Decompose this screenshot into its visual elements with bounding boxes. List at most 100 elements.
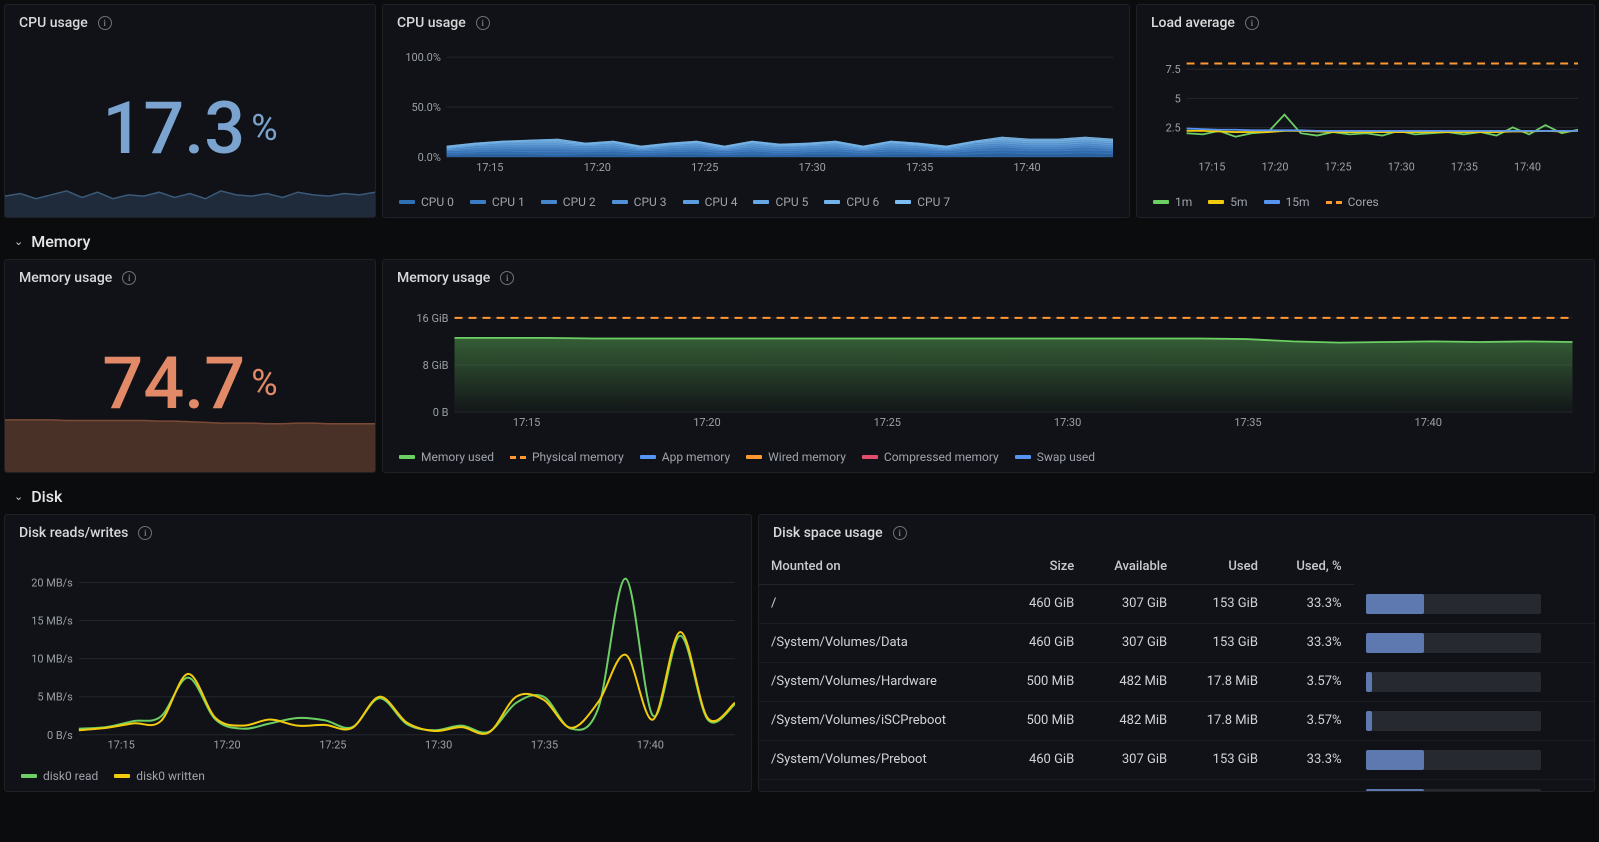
legend-item[interactable]: CPU 5	[753, 195, 808, 209]
table-cell: 460 GiB	[1000, 740, 1087, 779]
info-icon[interactable]	[122, 271, 136, 285]
table-cell: 460 GiB	[1000, 623, 1087, 662]
table-cell: 153 GiB	[1179, 585, 1270, 624]
legend-label: 15m	[1286, 195, 1310, 209]
table-row[interactable]: /System/Volumes/Hardware500 MiB482 MiB17…	[759, 662, 1594, 701]
usage-bar-cell	[1354, 740, 1594, 779]
legend-swatch	[541, 200, 557, 204]
legend-item[interactable]: CPU 6	[824, 195, 879, 209]
legend-item[interactable]: disk0 read	[21, 769, 98, 783]
legend-item[interactable]: CPU 2	[541, 195, 596, 209]
legend-label: Swap used	[1037, 450, 1095, 464]
table-cell: 153 GiB	[1179, 779, 1270, 792]
cpu-chart-panel: CPU usage 0.0%50.0%100.0%17:1517:2017:25…	[382, 4, 1130, 218]
table-row[interactable]: /460 GiB307 GiB153 GiB33.3%	[759, 585, 1594, 624]
table-cell: 3.57%	[1270, 701, 1354, 740]
legend-label: Compressed memory	[884, 450, 999, 464]
legend-item[interactable]: CPU 0	[399, 195, 454, 209]
svg-text:50.0%: 50.0%	[411, 101, 440, 114]
table-cell: /System/Volumes/Preboot	[759, 740, 1000, 779]
legend-item[interactable]: Swap used	[1015, 450, 1095, 464]
svg-text:17:35: 17:35	[1451, 160, 1478, 173]
table-cell: 500 MiB	[1000, 701, 1087, 740]
svg-text:0 B/s: 0 B/s	[47, 729, 73, 742]
table-row[interactable]: /System/Volumes/iSCPreboot500 MiB482 MiB…	[759, 701, 1594, 740]
legend-swatch	[612, 200, 628, 204]
svg-text:17:40: 17:40	[637, 739, 664, 752]
legend-item[interactable]: App memory	[640, 450, 730, 464]
chevron-down-icon: ⌄	[14, 490, 23, 503]
legend-item[interactable]: CPU 7	[895, 195, 950, 209]
table-cell: 460 GiB	[1000, 585, 1087, 624]
info-icon[interactable]	[476, 16, 490, 30]
table-header[interactable]: Mounted on	[759, 549, 1000, 585]
info-icon[interactable]	[138, 526, 152, 540]
table-header[interactable]: Used	[1179, 549, 1270, 585]
legend-item[interactable]: 5m	[1208, 195, 1247, 209]
legend-item[interactable]: disk0 written	[114, 769, 205, 783]
table-cell: 307 GiB	[1086, 740, 1179, 779]
memory-chart-panel: Memory usage 0 B8 GiB16 GiB17:1517:2017:…	[382, 259, 1595, 473]
usage-bar-cell	[1354, 779, 1594, 792]
disk-io-panel: Disk reads/writes 0 B/s5 MB/s10 MB/s15 M…	[4, 514, 752, 792]
svg-text:15 MB/s: 15 MB/s	[31, 615, 73, 628]
legend-swatch	[114, 774, 130, 778]
usage-bar-cell	[1354, 701, 1594, 740]
table-header[interactable]: Used, %	[1270, 549, 1354, 585]
usage-bar	[1366, 594, 1541, 614]
chevron-down-icon: ⌄	[14, 235, 23, 248]
table-header[interactable]: Available	[1086, 549, 1179, 585]
legend-item[interactable]: 1m	[1153, 195, 1192, 209]
table-cell: 482 MiB	[1086, 701, 1179, 740]
table-cell: 307 GiB	[1086, 779, 1179, 792]
usage-bar-cell	[1354, 623, 1594, 662]
info-icon[interactable]	[1245, 16, 1259, 30]
table-header[interactable]: Size	[1000, 549, 1087, 585]
disk-space-panel: Disk space usage Mounted onSizeAvailable…	[758, 514, 1595, 792]
legend-item[interactable]: Compressed memory	[862, 450, 999, 464]
legend-label: CPU 7	[917, 195, 950, 209]
legend-item[interactable]: CPU 1	[470, 195, 525, 209]
legend-swatch	[21, 774, 37, 778]
section-toggle-memory[interactable]: ⌄ Memory	[4, 224, 1595, 259]
table-cell: /System/Volumes/Hardware	[759, 662, 1000, 701]
table-row[interactable]: /System/Volumes/Preboot460 GiB307 GiB153…	[759, 740, 1594, 779]
section-toggle-disk[interactable]: ⌄ Disk	[4, 479, 1595, 514]
info-icon[interactable]	[893, 526, 907, 540]
table-cell: /System/Volumes/Update	[759, 779, 1000, 792]
info-icon[interactable]	[98, 16, 112, 30]
info-icon[interactable]	[500, 271, 514, 285]
legend-label: CPU 5	[775, 195, 808, 209]
legend-item[interactable]: 15m	[1264, 195, 1310, 209]
table-cell: 17.8 MiB	[1179, 701, 1270, 740]
table-cell: 500 MiB	[1000, 662, 1087, 701]
legend-item[interactable]: Cores	[1326, 195, 1379, 209]
svg-text:0 B: 0 B	[433, 406, 449, 419]
svg-text:17:30: 17:30	[799, 161, 826, 174]
section-label: Disk	[31, 487, 62, 506]
legend-label: Physical memory	[532, 450, 624, 464]
legend-item[interactable]: Physical memory	[510, 450, 624, 464]
svg-text:10 MB/s: 10 MB/s	[31, 653, 73, 666]
legend-swatch	[862, 455, 878, 459]
svg-text:17:30: 17:30	[1388, 160, 1415, 173]
table-row[interactable]: /System/Volumes/Update460 GiB307 GiB153 …	[759, 779, 1594, 792]
legend-swatch	[640, 455, 656, 459]
cpu-legend: CPU 0 CPU 1 CPU 2 CPU 3 CPU 4 CPU 5 CPU 6 CPU 7	[383, 195, 1129, 217]
table-cell: 460 GiB	[1000, 779, 1087, 792]
legend-item[interactable]: CPU 3	[612, 195, 667, 209]
svg-text:17:30: 17:30	[1054, 416, 1081, 429]
legend-item[interactable]: Memory used	[399, 450, 494, 464]
table-row[interactable]: /System/Volumes/Data460 GiB307 GiB153 Gi…	[759, 623, 1594, 662]
table-cell: 33.3%	[1270, 585, 1354, 624]
table-cell: /	[759, 585, 1000, 624]
legend-item[interactable]: CPU 4	[683, 195, 738, 209]
usage-bar	[1366, 633, 1541, 653]
legend-item[interactable]: Wired memory	[746, 450, 846, 464]
svg-text:17:25: 17:25	[691, 161, 718, 174]
svg-text:17:35: 17:35	[1234, 416, 1261, 429]
table-cell: 3.57%	[1270, 662, 1354, 701]
table-cell: 307 GiB	[1086, 623, 1179, 662]
panel-title: CPU usage	[397, 15, 466, 31]
usage-bar	[1366, 789, 1541, 793]
